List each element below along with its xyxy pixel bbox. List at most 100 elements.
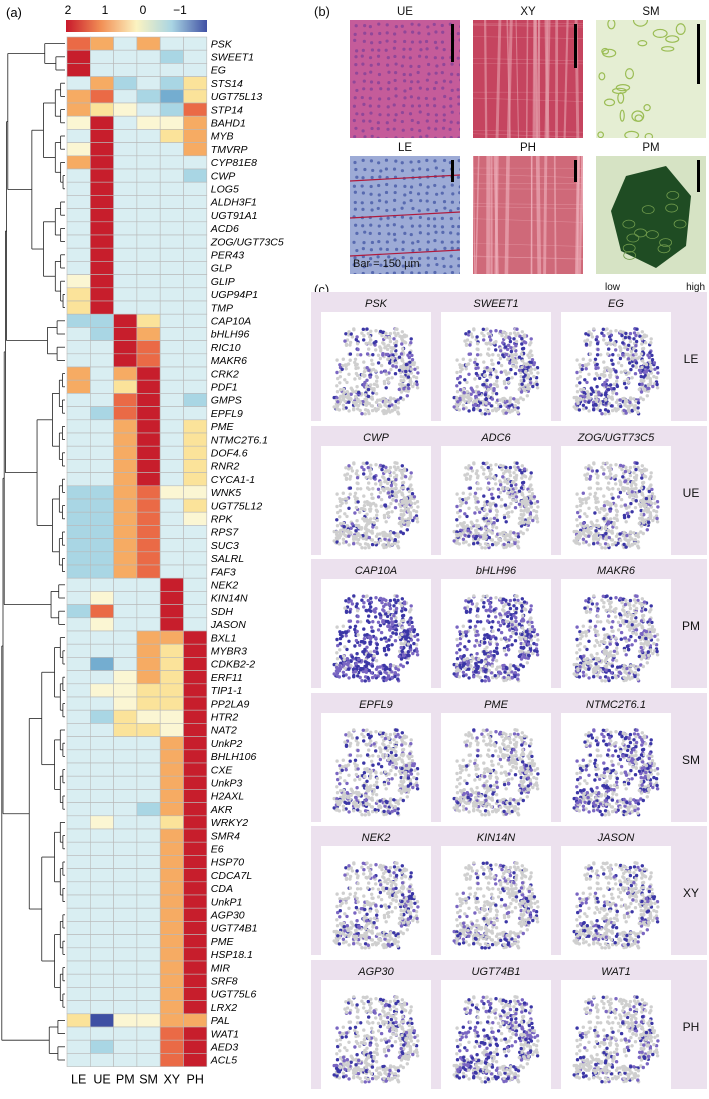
tsne-point bbox=[474, 395, 478, 399]
tsne-point bbox=[583, 533, 587, 537]
tsne-point bbox=[489, 501, 494, 506]
tsne-point bbox=[489, 671, 494, 675]
tsne-point bbox=[336, 643, 340, 648]
tsne-point bbox=[335, 358, 339, 362]
tsne-point bbox=[629, 501, 633, 505]
tsne-point bbox=[473, 536, 478, 540]
tsne-point bbox=[640, 516, 644, 520]
tsne-point bbox=[364, 397, 368, 402]
tsne-point bbox=[479, 353, 483, 357]
heatmap-cell bbox=[183, 459, 208, 473]
tsne-point bbox=[606, 528, 611, 532]
heatmap-row-label: GLP bbox=[211, 263, 232, 275]
tsne-point bbox=[499, 363, 504, 368]
tsne-point bbox=[411, 651, 415, 656]
tsne-point bbox=[378, 398, 382, 402]
heatmap-row-label: CWP bbox=[211, 170, 236, 182]
tsne-point bbox=[349, 526, 353, 530]
tsne-point bbox=[595, 353, 600, 357]
tsne-point bbox=[634, 361, 639, 365]
tsne-point bbox=[640, 475, 644, 480]
heatmap-cell bbox=[113, 208, 138, 223]
tsne-point bbox=[358, 510, 362, 514]
tsne-point bbox=[370, 625, 374, 629]
tsne-point bbox=[409, 474, 413, 478]
heatmap-cell bbox=[136, 630, 161, 645]
heatmap-cell bbox=[113, 802, 138, 817]
tsne-point bbox=[342, 524, 346, 528]
tsne-point bbox=[578, 398, 582, 402]
tsne-point bbox=[344, 342, 349, 346]
tsne-point bbox=[588, 358, 592, 362]
tsne-point bbox=[506, 514, 511, 518]
tsne-point bbox=[354, 471, 358, 475]
heatmap-cell bbox=[183, 287, 208, 302]
tsne-point bbox=[343, 606, 347, 610]
tsne-point bbox=[526, 383, 530, 387]
tsne-point bbox=[352, 541, 356, 545]
tsne-point bbox=[587, 542, 591, 547]
heatmap-cell bbox=[66, 657, 91, 671]
tsne-point bbox=[475, 518, 479, 522]
tsne-point bbox=[583, 472, 587, 477]
tsne-point bbox=[455, 491, 459, 496]
tsne-point bbox=[653, 501, 657, 505]
tsne-point bbox=[499, 630, 504, 635]
heatmap-cell bbox=[136, 287, 161, 302]
tsne-point bbox=[466, 661, 470, 666]
tsne-point bbox=[489, 537, 494, 541]
heatmap-row-label: WAT1 bbox=[211, 1028, 239, 1040]
heatmap-cell bbox=[66, 195, 91, 209]
tsne-point bbox=[616, 487, 621, 491]
heatmap-cell bbox=[136, 775, 161, 790]
tsne-point bbox=[455, 673, 459, 677]
tsne-point bbox=[510, 623, 514, 627]
tsne-point bbox=[348, 492, 352, 496]
heatmap-cell bbox=[90, 76, 114, 91]
tsne-point bbox=[631, 497, 635, 502]
tsne-point bbox=[607, 401, 611, 406]
tsne-point bbox=[384, 465, 388, 469]
tsne-point bbox=[402, 466, 407, 471]
tsne-point bbox=[581, 407, 586, 411]
tsne-point bbox=[480, 331, 484, 335]
tsne-point bbox=[353, 491, 358, 495]
tsne-point bbox=[598, 408, 602, 413]
tsne-point bbox=[399, 641, 403, 646]
tsne-point bbox=[584, 476, 589, 480]
tsne-point bbox=[371, 353, 375, 357]
tsne-point bbox=[636, 410, 640, 414]
tsne-point bbox=[609, 338, 613, 342]
tsne-point bbox=[491, 486, 495, 490]
tsne-point bbox=[385, 481, 390, 485]
heatmap-cell bbox=[90, 907, 114, 922]
heatmap-cell bbox=[66, 683, 91, 698]
heatmap-cell bbox=[183, 1039, 208, 1054]
tsne-point bbox=[455, 517, 459, 521]
heatmap-row-label: LOG5 bbox=[211, 184, 239, 196]
tsne-point bbox=[593, 360, 597, 365]
heatmap-cell bbox=[90, 313, 114, 328]
tsne-point bbox=[596, 481, 600, 485]
tsne-point bbox=[520, 330, 524, 334]
tsne-point bbox=[578, 363, 582, 367]
tsne-point bbox=[373, 674, 377, 678]
tsne-point bbox=[391, 353, 396, 357]
tsne-point bbox=[393, 639, 398, 643]
tsne-point bbox=[348, 607, 353, 612]
heatmap-cell bbox=[90, 987, 114, 1001]
tsne-point bbox=[391, 364, 395, 368]
tsne-point bbox=[529, 608, 533, 612]
tsne-point bbox=[463, 645, 467, 649]
tsne-point bbox=[483, 660, 488, 664]
tsne-point bbox=[402, 654, 406, 658]
tsne-point bbox=[514, 628, 519, 632]
tsne-point bbox=[529, 604, 533, 608]
heatmap-cell bbox=[66, 841, 91, 856]
heatmap-cell bbox=[90, 366, 114, 381]
tsne-point bbox=[614, 369, 618, 373]
tsne-point bbox=[406, 642, 411, 646]
heatmap-cell bbox=[136, 76, 161, 91]
tsne-point bbox=[406, 653, 411, 658]
tsne-point bbox=[508, 628, 512, 632]
